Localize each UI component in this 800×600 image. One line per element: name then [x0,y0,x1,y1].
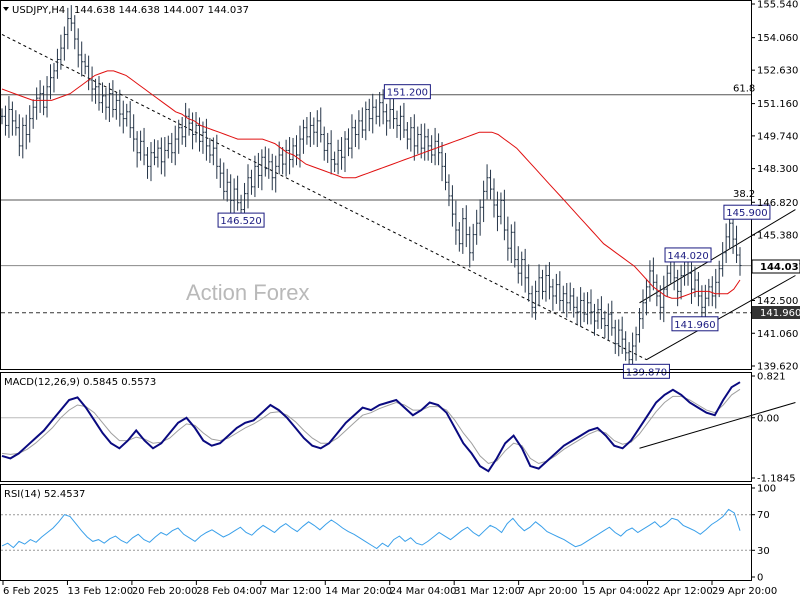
time-tick-label: 29 Apr 20:00 [712,586,777,597]
rsi-tick-label: 30 [757,546,770,557]
macd-label: MACD(12,26,9) 0.5845 0.5573 [4,377,156,388]
annotation-box [383,84,431,100]
annotation-box [723,204,771,220]
price-tick-label: 145.380 [757,231,798,242]
time-tick-label: 6 Feb 2025 [3,586,59,597]
rsi-tick-label: 70 [757,510,770,521]
time-tick-label: 7 Apr 20:00 [519,586,578,597]
annotation-box [664,247,712,263]
price-pane: Action Forex 61.8 38.2 151.200 146.520 144.… [0,0,800,379]
price-tick-label: 146.820 [757,198,798,209]
rsi-label: RSI(14) 52.4537 [4,489,85,500]
macd-tick-label: 0.821 [757,372,786,383]
level-price-value: 141.960 [760,308,800,319]
rsi-levels [1,514,751,551]
last-price-box [751,259,800,274]
macd-tick-label: 0.00 [757,413,779,424]
price-tick-label: 151.160 [757,99,798,110]
time-tick-label: 31 Mar 12:00 [454,586,521,597]
time-tick-label: 14 Mar 20:00 [325,586,392,597]
macd-line [1,381,741,473]
moving-average-line [1,70,741,299]
level-price-box [752,306,800,319]
price-tick-label: 139.620 [757,362,798,373]
last-price-tag: 144.037 [751,259,800,274]
fibonacci-levels: 61.8 38.2 [1,84,755,201]
price-tick-label: 149.740 [757,131,798,142]
rsi-pane: RSI(14) 52.4537 100 70 30 0 [0,484,776,584]
symbol-header: USDJPY,H4 144.638 144.638 144.007 144.03… [3,5,249,16]
price-pane-border [0,0,752,370]
trend-line [639,209,796,304]
ohlc-values: 144.638 144.638 144.007 144.037 [74,5,249,16]
annotation-label: 145.900 [726,208,767,219]
annotation-label: 151.200 [387,88,428,99]
price-tick-label: 155.540 [757,0,798,11]
macd-pane: MACD(12,26,9) 0.5845 0.5573 0.821 0.00 -1.… [0,372,796,485]
time-tick-label: 22 Apr 12:00 [648,586,713,597]
rsi-tick-label: 0 [757,573,763,584]
price-tick-label: 141.060 [757,329,798,340]
macd-axis-ticks: 0.821 0.00 -1.1845 [751,372,796,485]
rsi-axis-ticks: 100 70 30 0 [751,484,776,584]
annotation-box [671,316,719,332]
time-tick-label: 28 Feb 04:00 [196,586,262,597]
time-tick-label: 24 Mar 04:00 [390,586,457,597]
annotation-box [622,363,670,379]
dropdown-triangle-icon[interactable] [3,7,9,11]
time-tick-label: 13 Feb 12:00 [67,586,133,597]
time-tick-label: 7 Mar 12:00 [261,586,321,597]
annotation-label: 146.520 [220,216,261,227]
horizontal-levels [1,265,751,314]
price-tick-label: 152.630 [757,66,798,77]
symbol-label: USDJPY,H4 [12,5,65,16]
price-tick-label: 142.500 [757,296,798,307]
rsi-line [1,508,741,550]
price-bars [0,5,742,373]
trend-line [646,275,796,361]
last-price-value: 144.037 [760,262,800,273]
fib-level-label: 38.2 [733,189,755,200]
annotation-box [217,212,265,228]
rsi-tick-label: 100 [757,484,776,495]
time-tick-label: 15 Apr 04:00 [583,586,648,597]
macd-tick-label: -1.1845 [757,474,796,485]
macd-pane-border [0,372,752,482]
fib-level-label: 61.8 [733,84,755,95]
annotation-label: 144.020 [667,251,708,262]
level-price-tag: 141.960 [752,306,800,319]
price-tick-label: 148.300 [757,164,798,175]
time-tick-label: 20 Feb 20:00 [132,586,198,597]
watermark-label: Action Forex [186,280,310,305]
rsi-pane-border [0,484,752,581]
price-tick-label: 154.060 [757,33,798,44]
macd-trend-line [639,402,796,449]
annotation-label: 141.960 [674,320,715,331]
macd-signal-line [1,388,741,465]
